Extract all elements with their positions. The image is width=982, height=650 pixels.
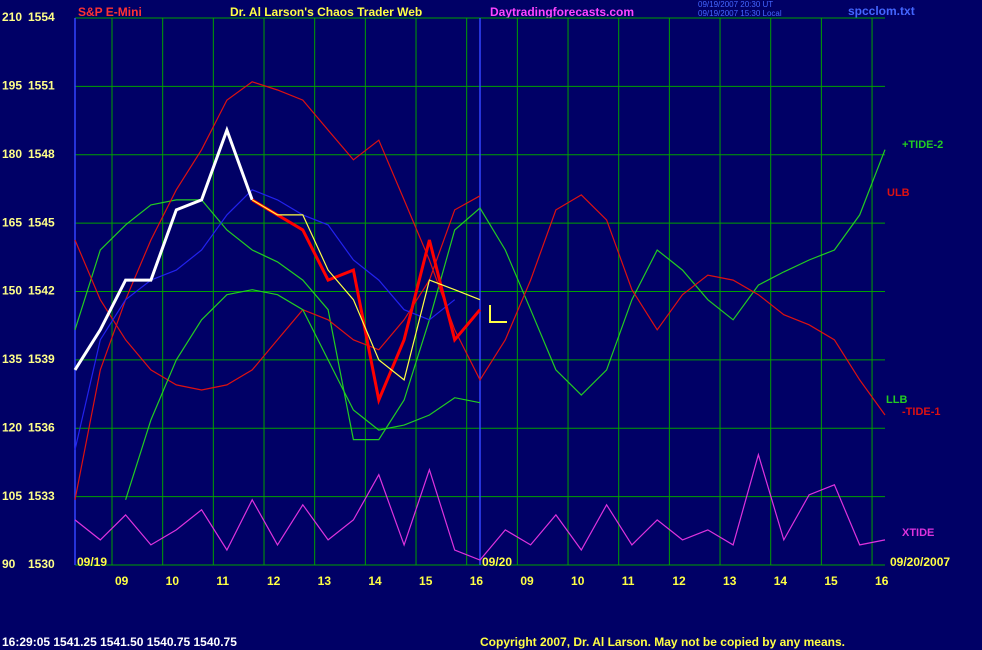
series-line: [73, 125, 254, 371]
series-line: [125, 289, 481, 500]
x-tick-label: 12: [672, 574, 686, 588]
file-name: spcclom.txt: [848, 4, 915, 18]
x-tick-label: 11: [216, 574, 229, 588]
y-tick-label: 195: [2, 79, 22, 93]
site: Daytradingforecasts.com: [490, 5, 634, 19]
y2-tick-label: 1530: [28, 557, 55, 571]
series-label: XTIDE: [902, 527, 934, 539]
copyright: Copyright 2007, Dr. Al Larson. May not b…: [480, 635, 845, 649]
y-tick-label: 105: [2, 489, 22, 503]
x-tick-label: 11: [622, 574, 635, 588]
x-tick-label: 12: [267, 574, 281, 588]
day-label: 09/19: [77, 555, 107, 569]
x-tick-label: 13: [723, 574, 737, 588]
status: 16:29:05 1541.25 1541.50 1540.75 1540.75: [2, 635, 237, 649]
y2-tick-label: 1554: [28, 10, 55, 24]
series-line: [251, 198, 482, 406]
y-tick-label: 120: [2, 420, 22, 434]
series-label: ULB: [887, 187, 910, 199]
series-line: [74, 195, 481, 391]
day-label: 09/20: [482, 555, 512, 569]
series-line: [251, 199, 481, 381]
x-tick-label: 15: [824, 574, 838, 588]
y-tick-label: 135: [2, 352, 22, 366]
x-tick-label: 14: [368, 574, 382, 588]
day-label: 09/20/2007: [890, 555, 950, 569]
series-line: [74, 149, 886, 441]
y-tick-label: 210: [2, 10, 22, 24]
series-label: +TIDE-2: [902, 139, 943, 151]
y2-tick-label: 1548: [28, 147, 55, 161]
x-tick-label: 10: [166, 574, 180, 588]
series-line: [74, 189, 456, 450]
y2-tick-label: 1536: [28, 420, 55, 434]
x-tick-label: 13: [318, 574, 332, 588]
y2-tick-label: 1533: [28, 489, 55, 503]
x-tick-label: 16: [875, 574, 889, 588]
x-tick-label: 09: [520, 574, 534, 588]
x-tick-label: 09: [115, 574, 129, 588]
y2-tick-label: 1545: [28, 215, 55, 229]
y2-tick-label: 1542: [28, 284, 55, 298]
timestamp: 09/19/2007 15:30 Local: [698, 9, 782, 18]
chart-title: Dr. Al Larson's Chaos Trader Web: [230, 5, 422, 19]
marker: [489, 305, 507, 323]
x-tick-label: 14: [774, 574, 788, 588]
y-tick-label: 165: [2, 215, 22, 229]
series-line: [74, 452, 886, 561]
y-tick-label: 180: [2, 147, 22, 161]
series-label: -TIDE-1: [902, 406, 941, 418]
y2-tick-label: 1551: [28, 79, 55, 93]
symbol: S&P E-Mini: [78, 5, 142, 19]
y-tick-label: 90: [2, 557, 16, 571]
x-tick-label: 10: [571, 574, 585, 588]
x-tick-label: 16: [470, 574, 484, 588]
y-tick-label: 150: [2, 284, 22, 298]
x-tick-label: 15: [419, 574, 433, 588]
series-label: LLB: [886, 394, 907, 406]
series-line: [74, 81, 886, 500]
y2-tick-label: 1539: [28, 352, 55, 366]
timestamp: 09/19/2007 20:30 UT: [698, 0, 773, 9]
